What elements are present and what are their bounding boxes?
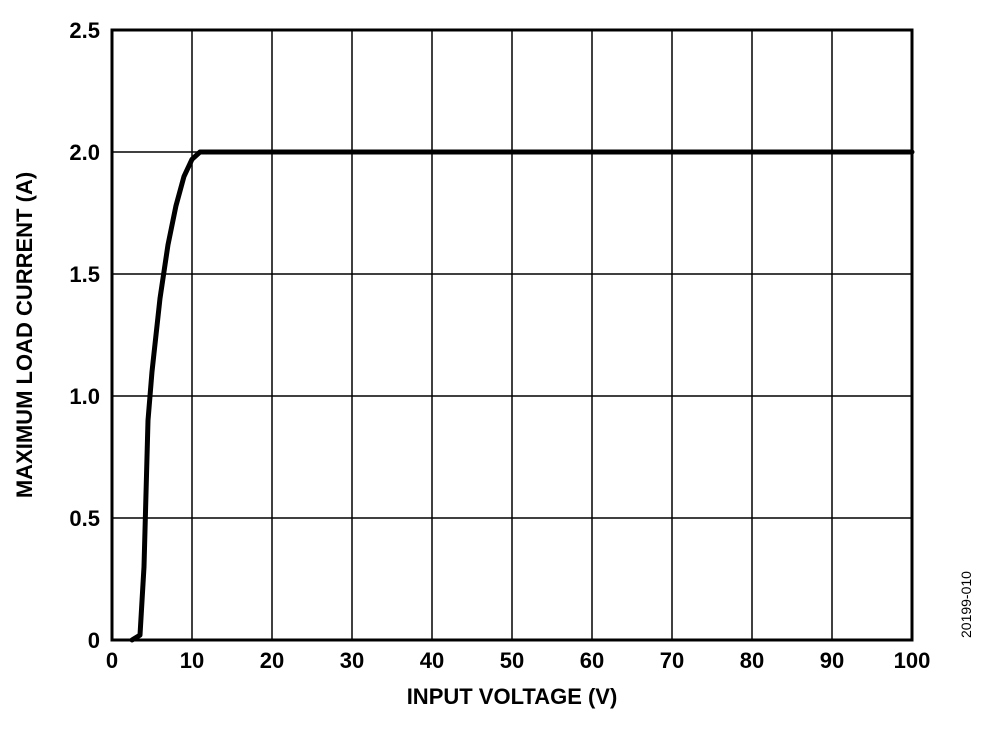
x-tick-label: 0 — [106, 648, 118, 673]
y-axis-label: MAXIMUM LOAD CURRENT (A) — [12, 172, 37, 498]
y-tick-label: 1.5 — [69, 262, 100, 287]
line-chart: 0 10 20 30 40 50 60 70 80 90 100 0 0.5 1.0 1.5 2.0 2.5 IN… — [0, 0, 989, 750]
x-tick-label: 80 — [740, 648, 764, 673]
chart-container: 0 10 20 30 40 50 60 70 80 90 100 0 0.5 1.0 1.5 2.0 2.5 IN… — [0, 0, 989, 750]
x-tick-label: 40 — [420, 648, 444, 673]
x-axis-label: INPUT VOLTAGE (V) — [407, 684, 618, 709]
x-tick-label: 60 — [580, 648, 604, 673]
x-tick-label: 90 — [820, 648, 844, 673]
y-tick-label: 1.0 — [69, 384, 100, 409]
x-tick-label: 50 — [500, 648, 524, 673]
x-tick-label: 10 — [180, 648, 204, 673]
y-tick-label: 0.5 — [69, 506, 100, 531]
x-tick-label: 70 — [660, 648, 684, 673]
y-tick-label: 0 — [88, 628, 100, 653]
page: 0 10 20 30 40 50 60 70 80 90 100 0 0.5 1.0 1.5 2.0 2.5 IN… — [0, 0, 989, 750]
y-tick-label: 2.0 — [69, 140, 100, 165]
y-tick-label: 2.5 — [69, 18, 100, 43]
x-tick-label: 20 — [260, 648, 284, 673]
x-tick-label: 30 — [340, 648, 364, 673]
figure-id-label: 20199-010 — [958, 571, 974, 638]
x-tick-label: 100 — [894, 648, 931, 673]
